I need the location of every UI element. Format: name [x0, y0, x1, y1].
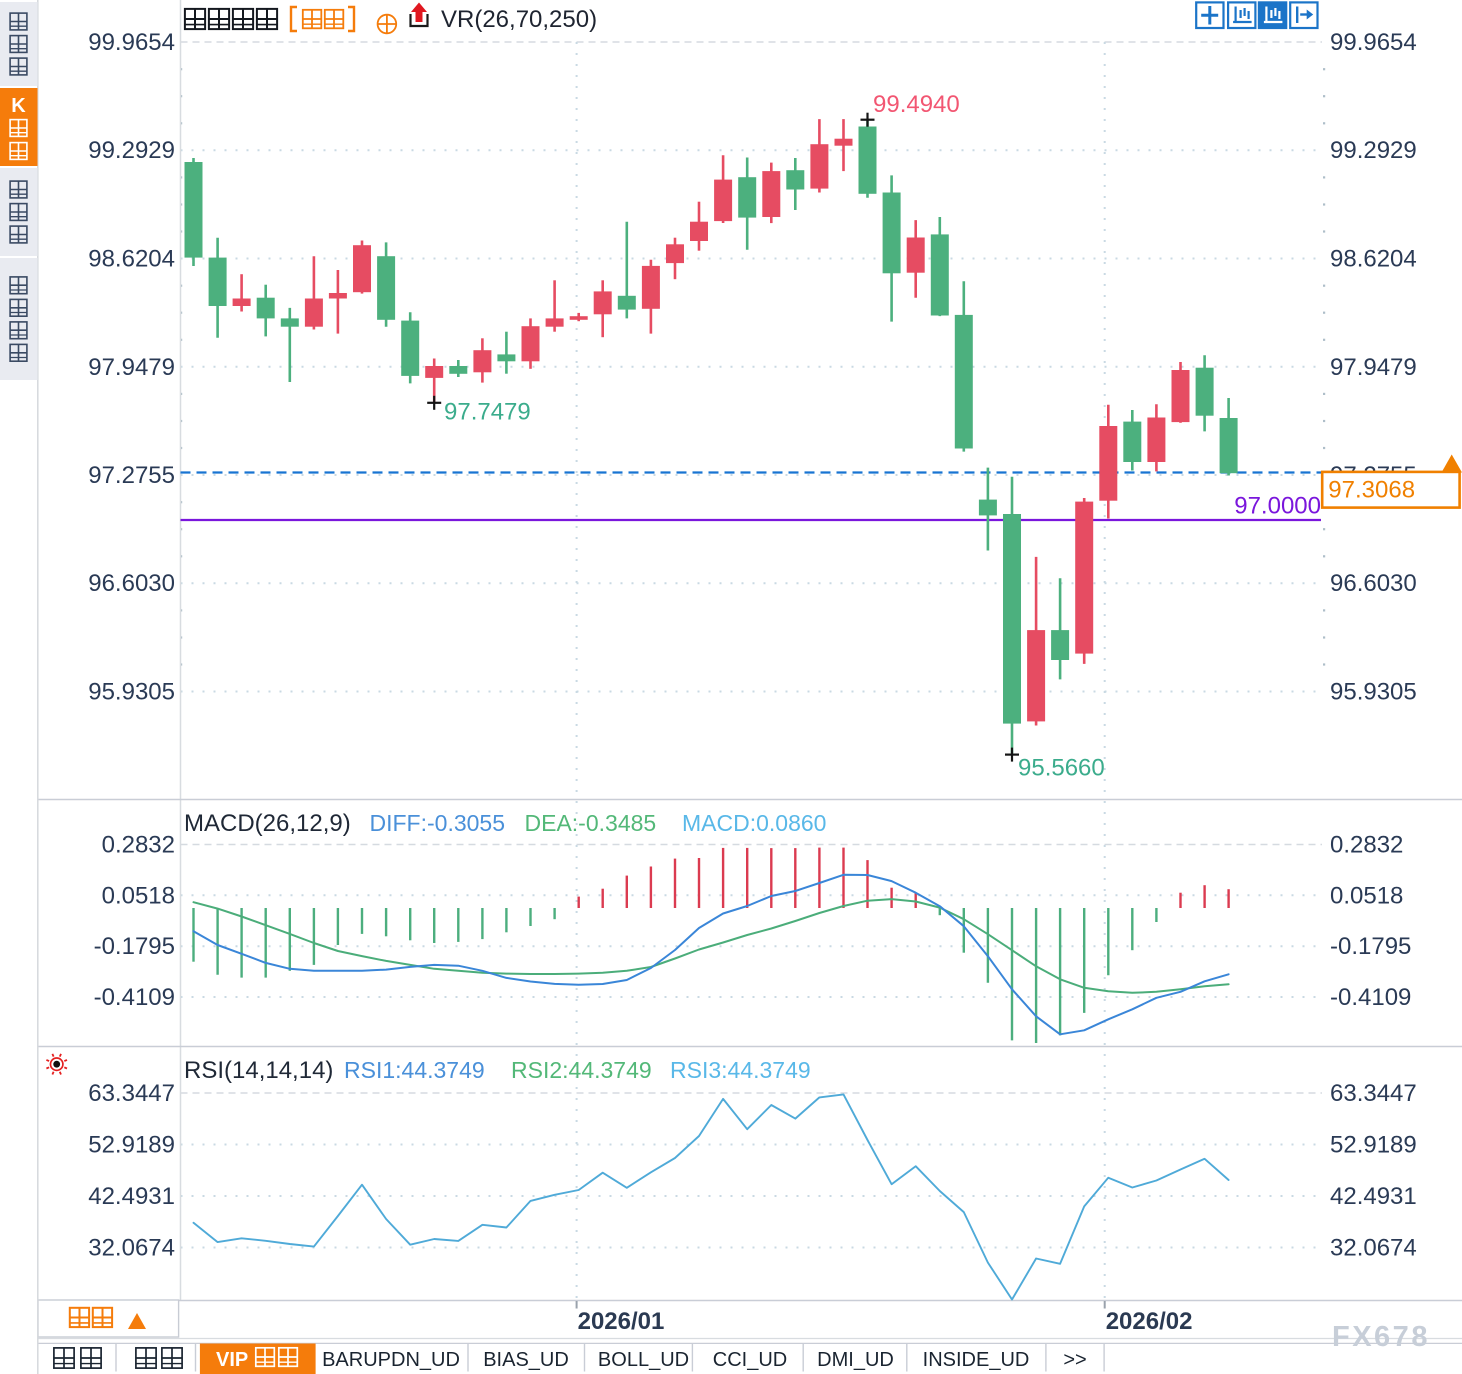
- svg-text:MACD:0.0860: MACD:0.0860: [682, 810, 826, 836]
- svg-text:99.2929: 99.2929: [88, 137, 175, 164]
- svg-text:-0.4109: -0.4109: [1330, 984, 1411, 1011]
- svg-text:32.0674: 32.0674: [88, 1235, 175, 1262]
- svg-text:0.2832: 0.2832: [102, 832, 175, 859]
- svg-text:63.3447: 63.3447: [1330, 1080, 1417, 1107]
- svg-text:52.9189: 52.9189: [1330, 1132, 1417, 1159]
- svg-text:96.6030: 96.6030: [88, 570, 175, 597]
- svg-text:-0.1795: -0.1795: [94, 933, 175, 960]
- svg-text:2026/01: 2026/01: [578, 1308, 665, 1335]
- svg-text:95.9305: 95.9305: [88, 679, 175, 706]
- svg-text:98.6204: 98.6204: [88, 246, 175, 273]
- svg-text:RSI3:44.3749: RSI3:44.3749: [670, 1057, 811, 1083]
- svg-text:99.4940: 99.4940: [873, 91, 960, 118]
- svg-text:RSI1:44.3749: RSI1:44.3749: [344, 1057, 485, 1083]
- svg-text:FX678: FX678: [1332, 1321, 1430, 1353]
- svg-text:VIP: VIP: [216, 1349, 248, 1371]
- svg-text:RSI2:44.3749: RSI2:44.3749: [511, 1057, 652, 1083]
- svg-text:42.4931: 42.4931: [1330, 1183, 1417, 1210]
- svg-text:2026/02: 2026/02: [1106, 1308, 1193, 1335]
- svg-text:BARUPDN_UD: BARUPDN_UD: [322, 1349, 460, 1371]
- svg-text:95.5660: 95.5660: [1018, 755, 1105, 782]
- svg-text:0.0518: 0.0518: [102, 882, 175, 909]
- svg-text:97.2755: 97.2755: [88, 462, 175, 489]
- svg-text:97.0000: 97.0000: [1234, 493, 1321, 520]
- svg-text:K: K: [11, 95, 26, 117]
- svg-text:99.9654: 99.9654: [1330, 29, 1417, 56]
- svg-text:97.9479: 97.9479: [1330, 354, 1417, 381]
- svg-text:RSI(14,14,14): RSI(14,14,14): [184, 1057, 333, 1084]
- svg-text:99.9654: 99.9654: [88, 29, 175, 56]
- svg-text:97.3068: 97.3068: [1328, 477, 1415, 504]
- svg-text:95.9305: 95.9305: [1330, 679, 1417, 706]
- svg-text:0.2832: 0.2832: [1330, 832, 1403, 859]
- svg-text:DEA:-0.3485: DEA:-0.3485: [525, 810, 657, 836]
- svg-text:97.9479: 97.9479: [88, 354, 175, 381]
- svg-text:VR(26,70,250): VR(26,70,250): [441, 6, 597, 33]
- svg-text:-0.1795: -0.1795: [1330, 933, 1411, 960]
- svg-text:CCI_UD: CCI_UD: [713, 1349, 787, 1371]
- svg-text:32.0674: 32.0674: [1330, 1235, 1417, 1262]
- svg-text:52.9189: 52.9189: [88, 1132, 175, 1159]
- svg-text:97.7479: 97.7479: [444, 399, 531, 426]
- svg-text:98.6204: 98.6204: [1330, 246, 1417, 273]
- svg-text:0.0518: 0.0518: [1330, 882, 1403, 909]
- svg-text:99.2929: 99.2929: [1330, 137, 1417, 164]
- svg-text:96.6030: 96.6030: [1330, 570, 1417, 597]
- svg-text:42.4931: 42.4931: [88, 1183, 175, 1210]
- svg-text:DMI_UD: DMI_UD: [817, 1349, 894, 1371]
- svg-text:63.3447: 63.3447: [88, 1080, 175, 1107]
- svg-text:INSIDE_UD: INSIDE_UD: [923, 1349, 1030, 1371]
- svg-text:BIAS_UD: BIAS_UD: [483, 1349, 569, 1371]
- svg-text:>>: >>: [1063, 1349, 1086, 1371]
- svg-text:MACD(26,12,9): MACD(26,12,9): [184, 810, 351, 837]
- svg-text:DIFF:-0.3055: DIFF:-0.3055: [370, 810, 506, 836]
- svg-text:BOLL_UD: BOLL_UD: [598, 1349, 689, 1371]
- svg-text:-0.4109: -0.4109: [94, 984, 175, 1011]
